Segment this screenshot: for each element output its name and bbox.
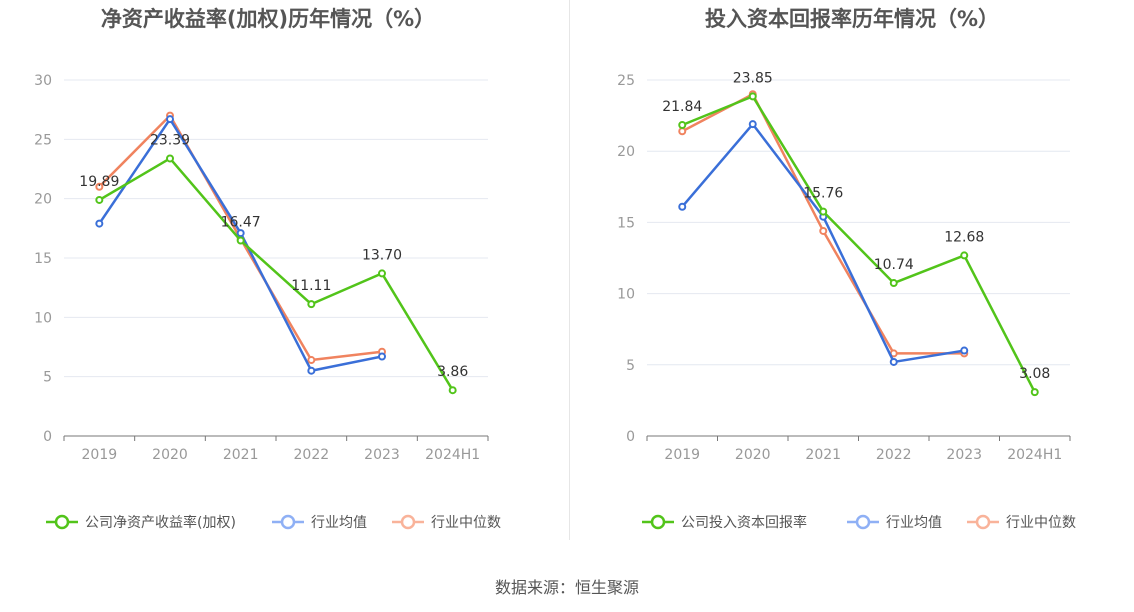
legend-label: 公司投入资本回报率 (681, 514, 807, 531)
data-point-company (1030, 388, 1039, 397)
roic-chart: 投入资本回报率历年情况（%） 0 5 10 15 20 25 2019 2020 2021 2022… (617, 7, 1076, 531)
x-tick-label: 2020 (735, 447, 771, 463)
data-point-company (307, 300, 316, 309)
data-point-avg (166, 115, 174, 124)
x-tick-label: 2019 (664, 447, 700, 463)
data-source-note: 数据来源：恒生聚源 (494, 578, 639, 597)
legend-item-company[interactable]: 公司投入资本回报率 (642, 514, 807, 531)
data-label: 10.74 (874, 257, 914, 273)
data-label: 23.85 (733, 70, 773, 86)
data-point-avg (678, 202, 687, 211)
data-point-company (678, 120, 687, 129)
data-label: 16.47 (221, 215, 261, 231)
y-tick-label: 25 (617, 73, 635, 89)
data-point-company (960, 251, 969, 260)
data-point-company (819, 207, 828, 216)
y-tick-label: 15 (34, 251, 52, 267)
data-label: 3.86 (437, 364, 468, 380)
y-tick-label: 5 (626, 358, 635, 374)
data-label: 21.84 (662, 99, 702, 115)
data-point-avg (236, 229, 245, 238)
legend-item-median[interactable]: 行业中位数 (392, 514, 501, 531)
data-label: 15.76 (803, 186, 843, 202)
data-point-company (166, 154, 174, 163)
x-tick-label: 2024H1 (425, 447, 480, 463)
x-tick-label: 2023 (364, 447, 400, 463)
x-tick-label: 2024H1 (1007, 447, 1062, 463)
y-tick-label: 10 (617, 287, 635, 303)
data-point-median (95, 182, 104, 191)
legend-label: 行业均值 (311, 515, 367, 531)
x-tick-label: 2019 (82, 447, 118, 463)
y-tick-label: 25 (34, 132, 52, 148)
data-label: 23.39 (150, 132, 190, 148)
data-point-avg (748, 120, 757, 129)
legend-label: 行业均值 (886, 515, 942, 531)
data-point-median (307, 356, 316, 365)
chart-title: 投入资本回报率历年情况（%） (705, 7, 999, 31)
legend-item-avg[interactable]: 行业均值 (272, 514, 367, 531)
data-point-median (678, 127, 687, 136)
roe-chart: 净资产收益率(加权)历年情况（%） 0 5 10 15 20 25 30 2019 2020 202… (34, 7, 501, 531)
data-label: 19.89 (79, 174, 119, 190)
data-point-company (448, 386, 457, 395)
data-point-company (378, 269, 386, 278)
data-point-avg (378, 352, 386, 361)
legend-marker (400, 514, 416, 530)
legend-item-median[interactable]: 行业中位数 (967, 514, 1076, 531)
y-tick-label: 15 (617, 215, 635, 231)
y-tick-label: 30 (34, 73, 52, 89)
data-point-avg (95, 219, 104, 228)
legend-item-company[interactable]: 公司净资产收益率(加权) (46, 514, 236, 531)
series-line-company (681, 95, 1036, 393)
y-tick-label: 20 (617, 144, 635, 160)
series-line-avg (681, 122, 965, 364)
data-point-company (95, 195, 104, 204)
panel-divider (569, 0, 570, 540)
y-tick-label: 0 (43, 429, 52, 445)
data-point-avg (889, 357, 898, 366)
legend-marker (280, 514, 296, 530)
series-line-company (98, 157, 454, 391)
data-point-company (889, 279, 898, 288)
y-tick-label: 10 (34, 310, 52, 326)
series-line-median (681, 92, 965, 355)
x-tick-label: 2022 (876, 447, 912, 463)
chart-title: 净资产收益率(加权)历年情况（%） (101, 7, 435, 31)
legend-marker (54, 514, 70, 530)
legend-marker (650, 514, 666, 530)
legend-label: 行业中位数 (431, 515, 501, 531)
data-point-median (819, 226, 828, 235)
data-label: 11.11 (291, 278, 331, 294)
legend-item-avg[interactable]: 行业均值 (847, 514, 942, 531)
x-tick-label: 2020 (152, 447, 188, 463)
legend-marker (855, 514, 871, 530)
y-tick-label: 5 (43, 370, 52, 386)
data-point-company (236, 236, 245, 245)
data-label: 13.70 (362, 247, 402, 263)
data-point-company (748, 92, 757, 101)
data-point-avg (307, 366, 316, 375)
series-line-avg (98, 117, 383, 372)
data-point-avg (960, 346, 969, 355)
x-tick-label: 2023 (946, 447, 982, 463)
x-tick-label: 2021 (805, 447, 841, 463)
legend-marker (975, 514, 991, 530)
y-tick-label: 0 (626, 429, 635, 445)
data-label: 3.08 (1019, 366, 1050, 382)
legend-label: 行业中位数 (1006, 515, 1076, 531)
y-tick-label: 20 (34, 192, 52, 208)
x-tick-label: 2021 (223, 447, 259, 463)
legend-label: 公司净资产收益率(加权) (85, 514, 236, 531)
x-tick-label: 2022 (294, 447, 330, 463)
data-label: 12.68 (944, 229, 984, 245)
